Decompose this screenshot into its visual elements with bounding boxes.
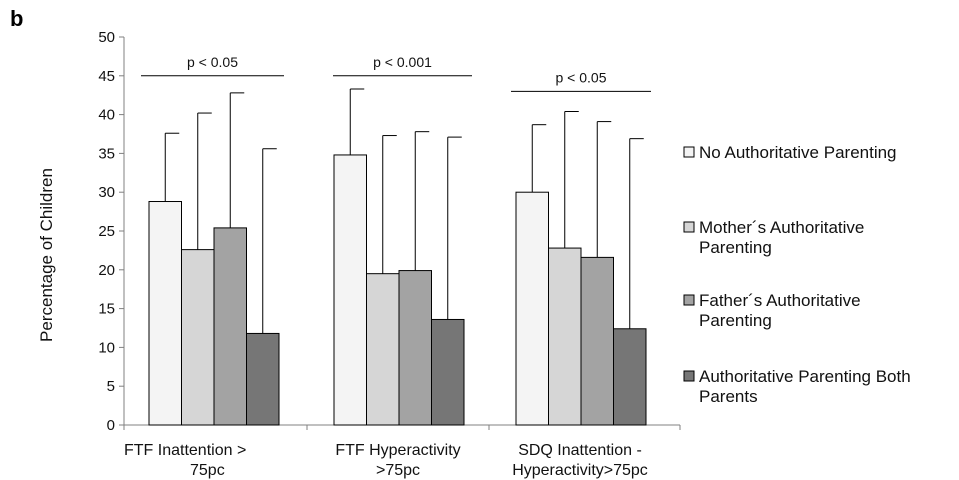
legend-label: Father´s Authoritative Parenting: [699, 291, 861, 330]
legend-swatch: [683, 146, 695, 158]
legend-swatch: [683, 294, 695, 306]
bar: [548, 247, 582, 426]
significance-label: p < 0.001: [373, 54, 432, 70]
y-tick-label: 15: [98, 301, 115, 318]
bar: [333, 154, 367, 426]
legend-label: Mother´s Authoritative Parenting: [699, 218, 864, 257]
category-label: SDQ Inattention -Hyperactivity>75pc: [512, 442, 648, 479]
category-label: FTF Hyperactivity >75pc: [335, 442, 460, 479]
plot-area: 0 5 10 15 20 25 30 35 40 45 50 p < 0.05 p < 0.001 p <…: [98, 29, 681, 479]
bar: [246, 332, 280, 426]
y-tick-label: 40: [98, 107, 115, 124]
bar: [431, 318, 465, 426]
y-tick-label: 5: [107, 378, 115, 395]
bar: [213, 227, 247, 426]
y-tick-label: 50: [98, 29, 115, 46]
bar: [366, 273, 400, 426]
y-tick-label: 30: [98, 184, 115, 201]
bar: [148, 201, 182, 426]
legend: No Authoritative Parenting Mother´s Autho…: [683, 143, 911, 406]
y-axis-label: Percentage of Children: [37, 168, 56, 342]
y-tick-label: 35: [98, 145, 115, 162]
category-label: FTF Inattention >75pc: [124, 442, 246, 479]
bar: [613, 328, 647, 426]
y-tick-label: 10: [98, 339, 115, 356]
y-tick-label: 0: [107, 417, 115, 434]
panel-label: b: [10, 6, 23, 31]
bar: [181, 249, 215, 426]
y-tick-label: 45: [98, 68, 115, 85]
legend-label: Authoritative Parenting Both Parents: [699, 367, 911, 406]
y-tick-label: 20: [98, 262, 115, 279]
legend-label: No Authoritative Parenting: [699, 143, 897, 162]
legend-swatch: [683, 370, 695, 382]
bar: [398, 270, 432, 426]
bar: [515, 191, 549, 426]
significance-label: p < 0.05: [187, 54, 238, 70]
bar: [580, 256, 614, 426]
y-tick-label: 25: [98, 223, 115, 240]
legend-swatch: [683, 221, 695, 233]
significance-label: p < 0.05: [556, 69, 607, 85]
